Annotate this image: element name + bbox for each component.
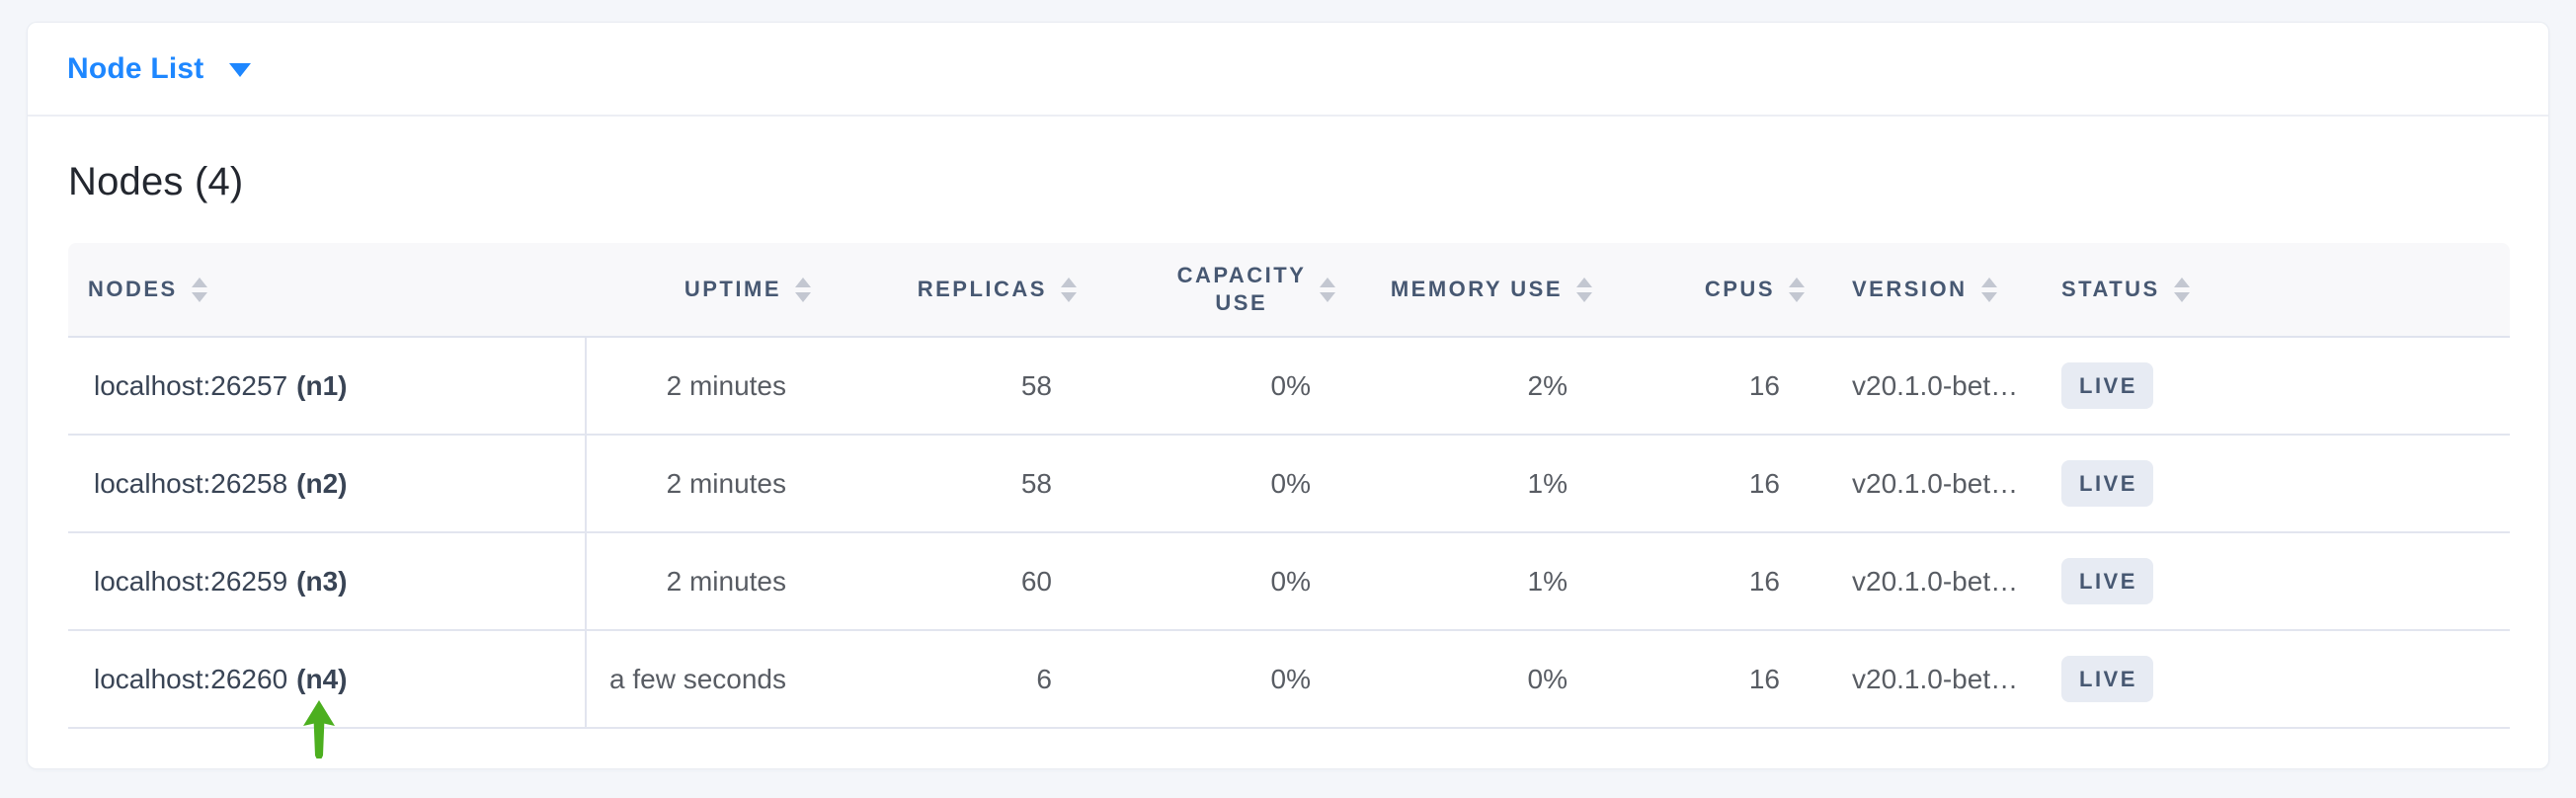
sort-icon [2173,277,2190,302]
sort-icon [795,277,811,302]
table-row: localhost:26258 (n2) 2 minutes 58 0% 1% 1… [68,435,2510,533]
table-row: localhost:26260 (n4) a few seconds 6 0% 0… [68,630,2510,729]
node-address: localhost:26258 [94,467,288,499]
status-badge: LIVE [2061,558,2153,604]
view-dropdown-label: Node List [67,51,204,85]
uptime-cell: a few seconds [586,630,823,729]
capacity-use-cell: 0% [1088,337,1347,436]
column-label-status: STATUS [2061,277,2160,301]
memory-use-cell: 1% [1347,532,1604,631]
status-badge: LIVE [2061,362,2153,409]
sort-icon [1061,277,1077,302]
node-address: localhost:26259 [94,565,288,597]
uptime-cell: 2 minutes [586,337,823,436]
node-address: localhost:26260 [94,663,288,694]
memory-use-cell: 2% [1347,337,1604,436]
column-header-replicas[interactable]: REPLICAS [823,243,1088,338]
replicas-cell: 58 [823,435,1088,533]
version-cell: v20.1.0-bet… [1816,337,2049,436]
page-title: Nodes (4) [68,160,244,203]
topbar: Node List [28,23,2548,117]
uptime-cell: 2 minutes [586,532,823,631]
cpus-cell: 16 [1604,630,1816,729]
status-badge: LIVE [2061,460,2153,507]
version-cell: v20.1.0-bet… [1816,435,2049,533]
sort-icon [1576,277,1592,302]
memory-use-cell: 0% [1347,630,1604,729]
table-row: localhost:26259 (n3) 2 minutes 60 0% 1% 1… [68,532,2510,631]
status-badge: LIVE [2061,656,2153,702]
column-header-cpus[interactable]: CPUS [1604,243,1816,338]
node-id: (n3) [296,565,348,597]
column-label-memory-use: MEMORY USE [1390,277,1563,301]
column-label-version: VERSION [1852,277,1968,301]
version-cell: v20.1.0-bet… [1816,630,2049,729]
column-header-nodes[interactable]: NODES [68,243,586,338]
replicas-cell: 60 [823,532,1088,631]
replicas-cell: 6 [823,630,1088,729]
column-label-replicas: REPLICAS [917,277,1047,301]
version-cell: v20.1.0-bet… [1816,532,2049,631]
status-cell: LIVE [2049,532,2510,631]
nodes-table: NODES UPTIME REPLICAS [68,243,2510,729]
status-cell: LIVE [2049,630,2510,729]
column-header-version[interactable]: VERSION [1816,243,2049,338]
column-label-uptime: UPTIME [684,277,781,301]
node-address-cell: localhost:26260 (n4) [68,630,587,729]
capacity-use-cell: 0% [1088,532,1347,631]
column-header-memory-use[interactable]: MEMORY USE [1347,243,1604,338]
sort-icon [191,277,207,302]
status-cell: LIVE [2049,435,2510,533]
capacity-use-cell: 0% [1088,435,1347,533]
memory-use-cell: 1% [1347,435,1604,533]
node-address-cell: localhost:26258 (n2) [68,435,587,533]
chevron-down-icon [229,63,252,77]
node-address: localhost:26257 [94,369,288,401]
uptime-cell: 2 minutes [586,435,823,533]
sort-icon [1320,277,1335,302]
sort-icon [1789,277,1805,302]
table-header-row: NODES UPTIME REPLICAS [68,243,2510,338]
column-header-status[interactable]: STATUS [2049,243,2510,338]
main-content: Nodes (4) NODES UPTIME [28,160,2548,729]
node-address-cell: localhost:26259 (n3) [68,532,587,631]
replicas-cell: 58 [823,337,1088,436]
node-id: (n1) [296,369,348,401]
column-label-nodes: NODES [88,277,178,301]
cpus-cell: 16 [1604,435,1816,533]
column-label-cpus: CPUS [1704,277,1775,301]
cpus-cell: 16 [1604,337,1816,436]
column-header-capacity-use[interactable]: CAPACITY USE [1088,243,1347,338]
node-list-card: Node List Nodes (4) NODES [27,22,2549,769]
node-address-cell: localhost:26257 (n1) [68,337,587,436]
node-id: (n2) [296,467,348,499]
cpus-cell: 16 [1604,532,1816,631]
capacity-use-cell: 0% [1088,630,1347,729]
column-header-uptime[interactable]: UPTIME [586,243,823,338]
column-label-capacity-use: CAPACITY USE [1176,263,1307,315]
node-id: (n4) [296,663,348,694]
sort-icon [1980,277,1997,302]
status-cell: LIVE [2049,337,2510,436]
view-dropdown[interactable]: Node List [67,51,252,86]
table-row: localhost:26257 (n1) 2 minutes 58 0% 2% 1… [68,337,2510,436]
